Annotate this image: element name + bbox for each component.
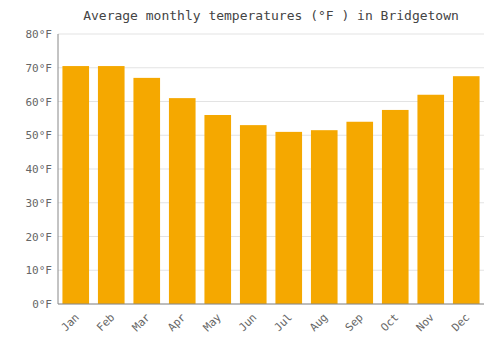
title: Average monthly temperatures (°F ) in Br… (83, 8, 459, 23)
bar (346, 122, 373, 304)
bar (133, 78, 160, 304)
y-tick-label: 20°F (26, 231, 53, 244)
x-tick-label: May (201, 311, 225, 335)
bar (62, 66, 89, 304)
grid-line (58, 34, 484, 35)
x-tick-label: Mar (130, 311, 154, 335)
chart: Average monthly temperatures (°F ) in Br… (0, 0, 500, 350)
x-tick-label: Apr (165, 311, 189, 335)
x-tick-label: Sep (343, 311, 366, 334)
y-tick-label: 70°F (26, 62, 53, 75)
x-axis-line (58, 304, 484, 305)
bar (453, 76, 480, 304)
grid (58, 34, 484, 304)
y-tick-label: 50°F (26, 129, 53, 142)
y-tick-label: 0°F (32, 298, 52, 311)
bar (382, 110, 409, 304)
x-tick-label: Jul (272, 311, 295, 334)
x-tick-label: Jun (236, 311, 259, 334)
x-tick-label: Feb (94, 311, 117, 334)
y-tick-label: 10°F (26, 264, 53, 277)
bars (62, 66, 479, 304)
x-tick-label: Oct (378, 311, 401, 334)
y-tick-label: 80°F (26, 28, 53, 41)
y-tick-label: 60°F (26, 96, 53, 109)
x-tick-label: Nov (414, 311, 438, 335)
bar (275, 132, 302, 304)
y-tick-label: 30°F (26, 197, 53, 210)
bar (169, 98, 196, 304)
grid-line (58, 304, 484, 305)
bar (98, 66, 125, 304)
bar (417, 95, 444, 304)
x-tick-label: Jan (59, 311, 82, 334)
x-tick-label: Dec (449, 311, 472, 334)
y-tick-label: 40°F (26, 163, 53, 176)
bar (204, 115, 231, 304)
bar (240, 125, 267, 304)
x-tick-label: Aug (307, 311, 330, 334)
y-axis-line (58, 34, 59, 304)
bar (311, 130, 338, 304)
